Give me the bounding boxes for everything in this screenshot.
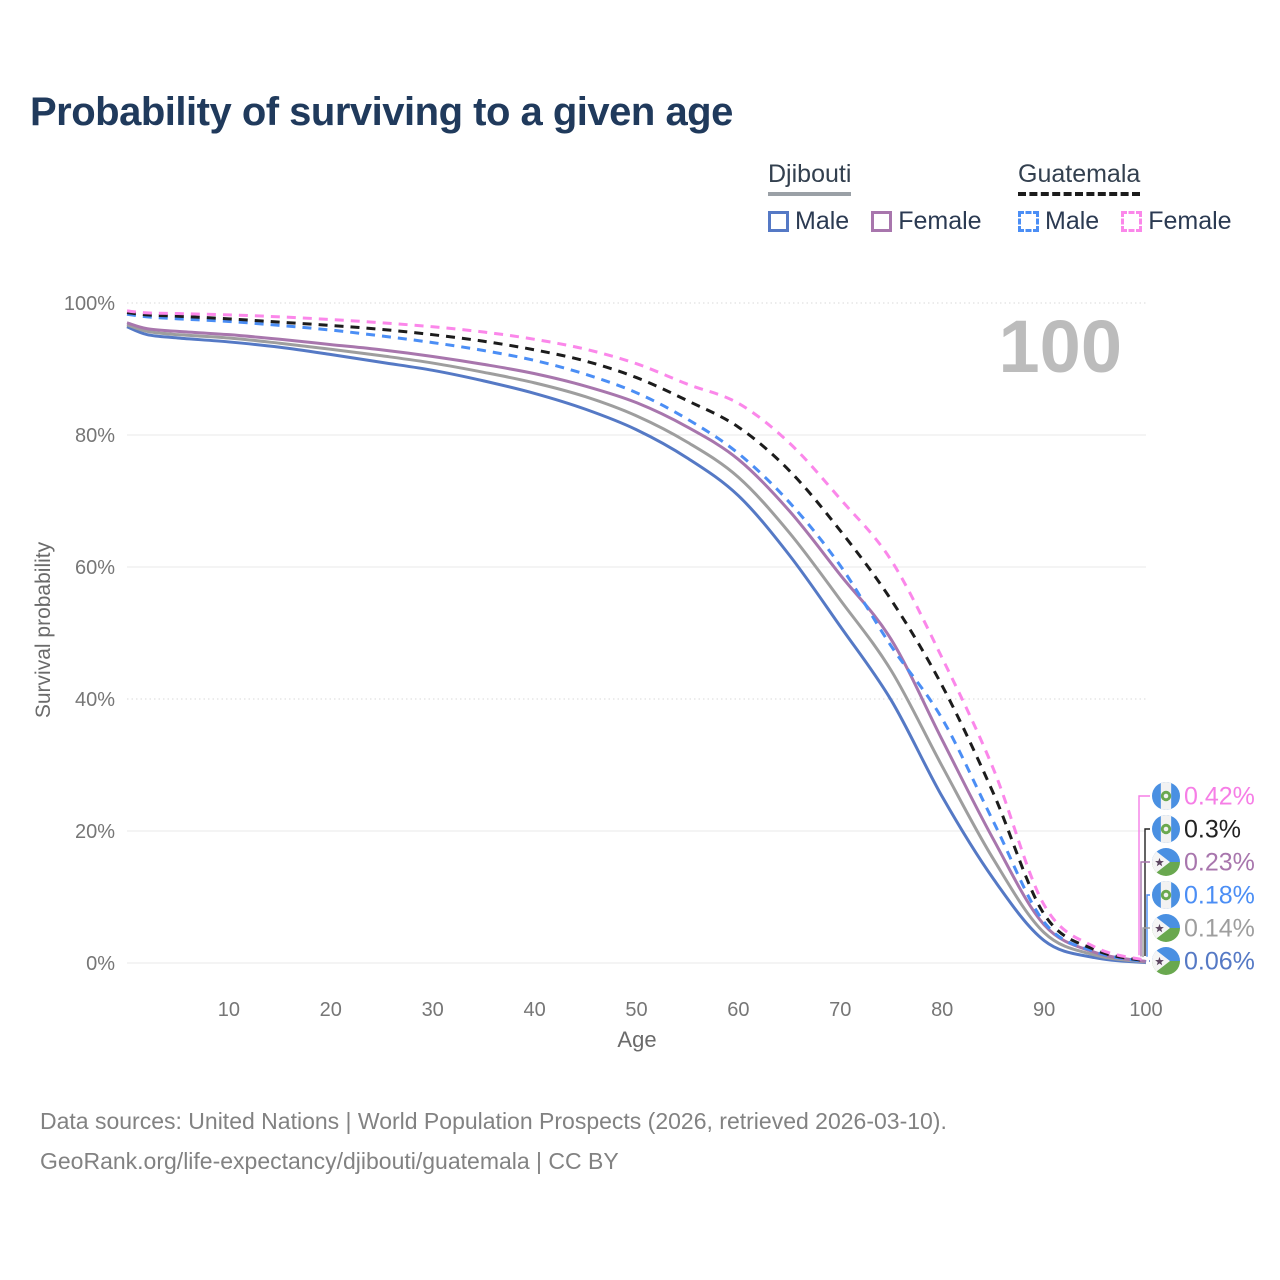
age-watermark: 100 bbox=[999, 305, 1122, 388]
survival-curve-djibouti-female[interactable] bbox=[126, 321, 1147, 963]
end-label: 0.42% bbox=[1152, 782, 1255, 811]
survival-curve-guatemala-male[interactable] bbox=[126, 312, 1147, 964]
y-tick-label: 40% bbox=[75, 689, 115, 711]
y-tick-label: 0% bbox=[86, 953, 115, 975]
y-tick-label: 20% bbox=[75, 821, 115, 843]
legend-header-guatemala: Guatemala bbox=[1018, 160, 1141, 196]
y-tick-label: 100% bbox=[64, 293, 115, 315]
legend-item-guatemala-male[interactable]: Male bbox=[1018, 207, 1099, 236]
end-label-value: 0.23% bbox=[1184, 849, 1255, 877]
djibouti-flag-icon bbox=[1152, 914, 1180, 942]
guatemala-flag-icon bbox=[1152, 782, 1180, 810]
footer-line-2: GeoRank.org/life-expectancy/djibouti/gua… bbox=[40, 1147, 619, 1174]
end-labels: 0.42% 0.3% 0.23% 0.18% 0.14% 0.06% bbox=[1138, 782, 1255, 976]
survival-curve-guatemala-both[interactable] bbox=[126, 311, 1147, 963]
leader-line bbox=[1144, 828, 1150, 957]
x-tick-label: 80 bbox=[931, 999, 953, 1021]
end-label: 0.23% bbox=[1152, 848, 1255, 877]
guatemala-flag-icon bbox=[1152, 815, 1180, 843]
legend-item-label: Female bbox=[898, 207, 982, 235]
guatemala-male-swatch-icon bbox=[1018, 211, 1039, 232]
djibouti-flag-icon bbox=[1152, 848, 1180, 876]
footer-line-1: Data sources: United Nations | World Pop… bbox=[40, 1108, 947, 1134]
survival-curve-guatemala-female[interactable] bbox=[126, 309, 1147, 962]
leader-line bbox=[1142, 927, 1150, 958]
flag-emblem-center bbox=[1163, 826, 1169, 832]
y-tick-label: 80% bbox=[75, 425, 115, 447]
x-tick-label: 30 bbox=[422, 999, 444, 1021]
legend-item-djibouti-female[interactable]: Female bbox=[871, 207, 982, 236]
end-label-value: 0.18% bbox=[1184, 882, 1255, 910]
leader-line bbox=[1138, 795, 1150, 956]
end-label-value: 0.3% bbox=[1184, 816, 1241, 844]
flag-star bbox=[1155, 857, 1164, 867]
legend-group-djibouti: Djibouti Male Female bbox=[768, 160, 982, 236]
x-tick-label: 10 bbox=[218, 999, 240, 1021]
x-tick-label: 100 bbox=[1129, 999, 1162, 1021]
x-tick-label: 20 bbox=[320, 999, 342, 1021]
end-label: 0.14% bbox=[1152, 914, 1255, 943]
survival-curves bbox=[126, 309, 1147, 965]
legend-item-label: Female bbox=[1148, 207, 1232, 235]
end-label: 0.18% bbox=[1152, 881, 1255, 910]
survival-curve-djibouti-both[interactable] bbox=[126, 323, 1147, 964]
legend-header-djibouti: Djibouti bbox=[768, 160, 852, 196]
y-tick-label: 60% bbox=[75, 557, 115, 579]
x-tick-label: 50 bbox=[625, 999, 647, 1021]
x-tick-label: 90 bbox=[1033, 999, 1055, 1021]
djibouti-male-swatch-icon bbox=[768, 211, 789, 232]
djibouti-flag-icon bbox=[1152, 947, 1180, 975]
legend-item-djibouti-male[interactable]: Male bbox=[768, 207, 849, 236]
legend-group-guatemala: Guatemala Male Female bbox=[1018, 160, 1232, 236]
end-label-value: 0.14% bbox=[1184, 915, 1255, 943]
legend-item-guatemala-female[interactable]: Female bbox=[1121, 207, 1232, 236]
end-label-value: 0.42% bbox=[1184, 783, 1255, 811]
flag-star bbox=[1155, 956, 1164, 966]
end-label: 0.06% bbox=[1152, 947, 1255, 976]
x-axis-title: Age bbox=[617, 1027, 656, 1052]
guatemala-female-swatch-icon bbox=[1121, 211, 1143, 232]
leader-line bbox=[1146, 894, 1150, 957]
y-axis-title: Survival probability bbox=[32, 541, 55, 718]
x-tick-label: 70 bbox=[829, 999, 851, 1021]
x-tick-label: 40 bbox=[523, 999, 545, 1021]
x-axis-ticks: 10 20 30 40 50 60 70 80 90 100 bbox=[218, 999, 1163, 1021]
x-tick-label: 60 bbox=[727, 999, 749, 1021]
leader-line bbox=[1140, 861, 1150, 957]
djibouti-female-swatch-icon bbox=[871, 211, 893, 232]
data-source-footer: Data sources: United Nations | World Pop… bbox=[40, 1102, 947, 1181]
y-axis-ticks: 0% 20% 40% 60% 80% 100% bbox=[64, 293, 115, 975]
page-title: Probability of surviving to a given age bbox=[30, 90, 733, 134]
flag-star bbox=[1155, 923, 1164, 933]
legend-item-label: Male bbox=[795, 207, 850, 235]
guatemala-flag-icon bbox=[1152, 881, 1180, 909]
gridlines bbox=[127, 302, 1146, 964]
survival-curve-djibouti-male[interactable] bbox=[126, 325, 1147, 965]
legend-item-label: Male bbox=[1045, 207, 1100, 235]
flag-emblem-center bbox=[1163, 892, 1169, 898]
end-label: 0.3% bbox=[1152, 815, 1241, 844]
flag-emblem-center bbox=[1163, 793, 1169, 799]
end-label-value: 0.06% bbox=[1184, 948, 1255, 976]
